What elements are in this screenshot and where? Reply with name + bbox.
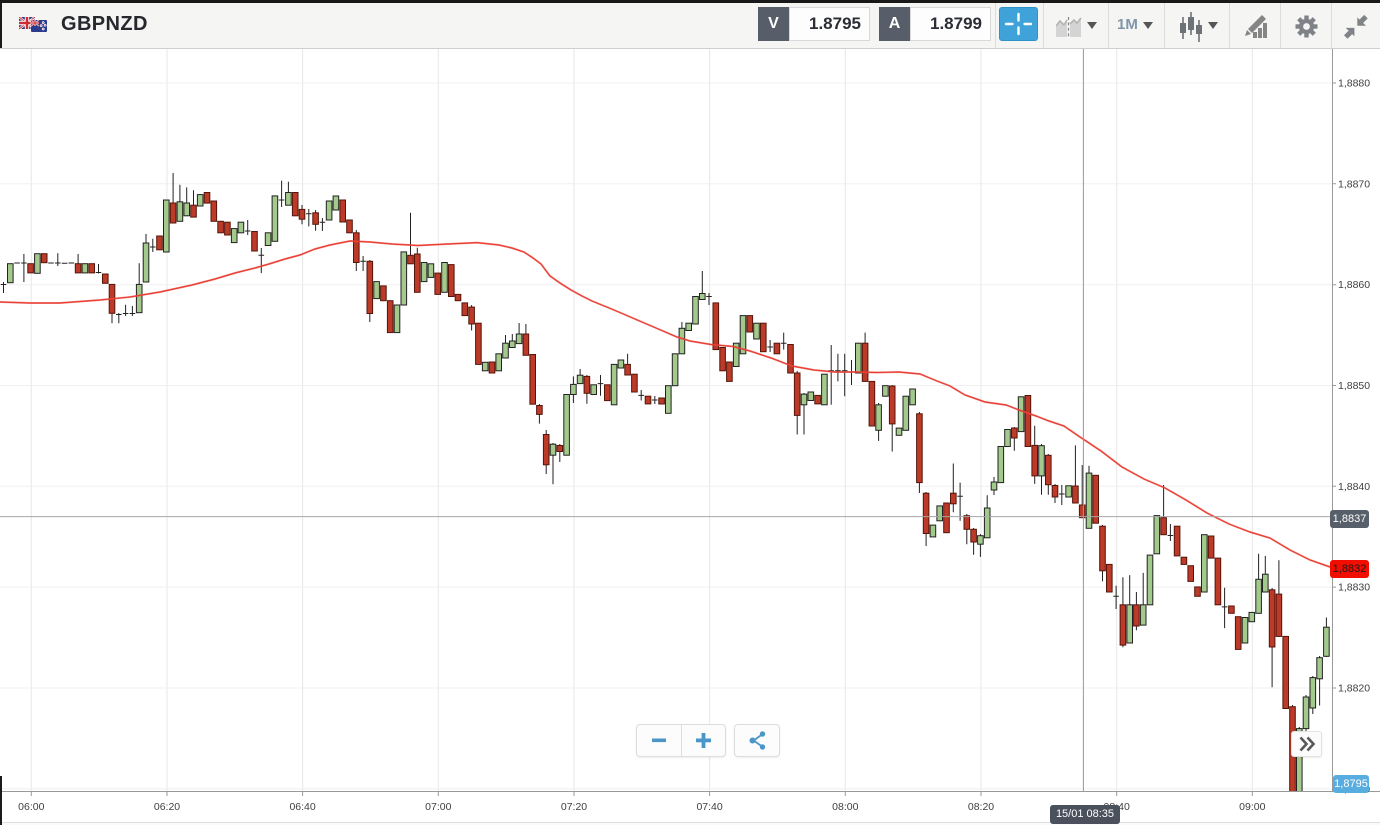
svg-text:08:00: 08:00 xyxy=(832,801,858,813)
svg-text:07:00: 07:00 xyxy=(425,801,451,813)
svg-text:09:00: 09:00 xyxy=(1239,801,1265,813)
svg-text:1,8880: 1,8880 xyxy=(1338,78,1370,90)
svg-text:08:20: 08:20 xyxy=(968,801,994,813)
svg-text:07:20: 07:20 xyxy=(561,801,587,813)
svg-text:1,8860: 1,8860 xyxy=(1338,279,1370,291)
svg-text:1,8820: 1,8820 xyxy=(1338,683,1370,695)
svg-text:1,8830: 1,8830 xyxy=(1338,582,1370,594)
svg-text:06:00: 06:00 xyxy=(18,801,44,813)
svg-text:1,8850: 1,8850 xyxy=(1338,380,1370,392)
svg-text:07:40: 07:40 xyxy=(696,801,722,813)
svg-text:1,8840: 1,8840 xyxy=(1338,481,1370,493)
svg-text:06:40: 06:40 xyxy=(289,801,315,813)
svg-text:1,8870: 1,8870 xyxy=(1338,178,1370,190)
svg-text:06:20: 06:20 xyxy=(154,801,180,813)
